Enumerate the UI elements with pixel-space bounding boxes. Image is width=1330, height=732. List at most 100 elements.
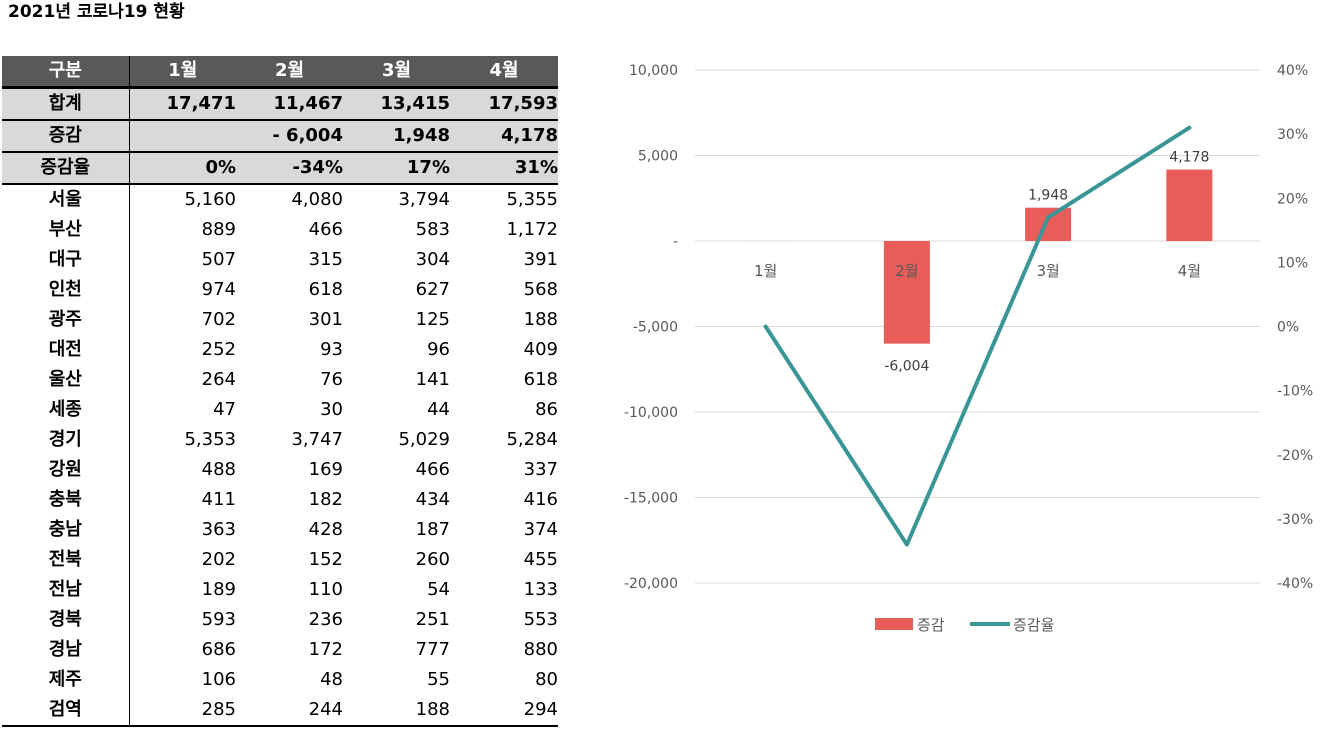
value-cell: 236: [308, 609, 343, 630]
value-cell: 252: [201, 339, 236, 360]
value-cell: 31%: [450, 152, 558, 185]
value-cell: 3,794: [398, 189, 450, 210]
value-cell: 889: [201, 219, 236, 240]
value-cell: 4,178: [450, 120, 558, 153]
row-label: 합계: [2, 87, 130, 121]
value-cell: 5,353: [184, 429, 236, 450]
table-row: 경기 5,353 3,747 5,029 5,284: [2, 425, 558, 455]
value-cell: 44: [427, 399, 450, 420]
header-cell: 2월: [236, 56, 343, 89]
value-cell: 110: [308, 579, 343, 600]
value-cell: 86: [535, 399, 558, 420]
bar-data-label: 1,948: [1028, 188, 1068, 204]
value-cell: 189: [201, 579, 236, 600]
value-cell: 93: [320, 339, 343, 360]
table-row: 경북 593 236 251 553: [2, 605, 558, 635]
value-cell: 17%: [343, 152, 450, 185]
value-cell: 434: [415, 489, 450, 510]
table-row: 충북 411 182 434 416: [2, 485, 558, 515]
value-cell: 202: [201, 549, 236, 570]
row-label: 경남: [2, 635, 130, 665]
y-left-tick-label: 10,000: [629, 63, 678, 79]
value-cell: 455: [523, 549, 558, 570]
table-row: 제주 106 48 55 80: [2, 665, 558, 695]
row-label: 인천: [2, 275, 130, 305]
value-cell: 11,467: [236, 87, 343, 121]
table-row: 경남 686 172 777 880: [2, 635, 558, 665]
rate-line: [763, 125, 1192, 547]
row-label: 대전: [2, 335, 130, 365]
value-cell: [129, 120, 236, 153]
value-cell: 488: [201, 459, 236, 480]
y-left-tick-label: -20,000: [624, 576, 678, 592]
value-cell: 188: [523, 309, 558, 330]
value-cell: 466: [308, 219, 343, 240]
value-cell: 264: [201, 369, 236, 390]
row-label: 울산: [2, 365, 130, 395]
value-cell: 251: [415, 609, 450, 630]
row-label: 서울: [2, 184, 130, 215]
value-cell: 428: [308, 519, 343, 540]
page-title: 2021년 코로나19 현황: [8, 2, 185, 22]
value-cell: 244: [236, 695, 343, 727]
table-row: 전북 202 152 260 455: [2, 545, 558, 575]
value-cell: 507: [201, 249, 236, 270]
row-label: 강원: [2, 455, 130, 485]
value-cell: 17,593: [450, 87, 558, 121]
value-cell: 294: [450, 695, 558, 727]
bar: [1166, 169, 1213, 241]
y-right-tick-label: 30%: [1277, 127, 1308, 143]
bar: [883, 241, 930, 344]
header-cell: 1월: [129, 56, 236, 89]
value-cell: 593: [201, 609, 236, 630]
summary-row: 증감율 0% -34% 17% 31%: [2, 152, 558, 185]
value-cell: 285: [129, 695, 236, 727]
value-cell: 76: [320, 369, 343, 390]
value-cell: 466: [415, 459, 450, 480]
x-tick-label: 4월: [1178, 262, 1201, 280]
y-right-tick-label: 0%: [1277, 320, 1299, 336]
y-right-tick-label: 40%: [1277, 63, 1308, 79]
value-cell: 0%: [129, 152, 236, 185]
row-label: 부산: [2, 215, 130, 245]
value-cell: 5,029: [398, 429, 450, 450]
table-row: 인천 974 618 627 568: [2, 275, 558, 305]
table-header-row: 구분 1월 2월 3월 4월: [2, 56, 558, 89]
row-label: 증감: [2, 120, 130, 153]
y-right-tick-label: 20%: [1277, 191, 1308, 207]
legend-label: 증감: [917, 616, 945, 634]
value-cell: 301: [308, 309, 343, 330]
bar-data-label: 4,178: [1169, 150, 1209, 166]
value-cell: 880: [523, 639, 558, 660]
value-cell: 3,747: [291, 429, 343, 450]
value-cell: 169: [308, 459, 343, 480]
value-cell: 4,080: [291, 189, 343, 210]
row-label: 경기: [2, 425, 130, 455]
header-cell: 4월: [450, 56, 558, 89]
row-label: 경북: [2, 605, 130, 635]
table-row: 서울 5,160 4,080 3,794 5,355: [2, 184, 558, 215]
header-cell: 구분: [2, 56, 130, 89]
y-left-tick-label: -10,000: [624, 405, 678, 421]
table-row: 검역 285 244 188 294: [2, 695, 558, 727]
y-left-tick-label: 5,000: [638, 149, 678, 165]
table-row: 대전 252 93 96 409: [2, 335, 558, 365]
value-cell: 30: [320, 399, 343, 420]
value-cell: 304: [415, 249, 450, 270]
value-cell: 702: [201, 309, 236, 330]
row-label: 세종: [2, 395, 130, 425]
value-cell: 337: [523, 459, 558, 480]
table-row: 대구 507 315 304 391: [2, 245, 558, 275]
row-label: 충북: [2, 485, 130, 515]
x-tick-label: 3월: [1036, 262, 1059, 280]
value-cell: 686: [201, 639, 236, 660]
row-label: 검역: [2, 695, 130, 727]
y-right-tick-label: 10%: [1277, 255, 1308, 271]
summary-row: 증감 - 6,004 1,948 4,178: [2, 120, 558, 153]
value-cell: - 6,004: [236, 120, 343, 153]
value-cell: 182: [308, 489, 343, 510]
bar: [1025, 207, 1072, 241]
table-row: 광주 702 301 125 188: [2, 305, 558, 335]
value-cell: 17,471: [129, 87, 236, 121]
row-label: 광주: [2, 305, 130, 335]
